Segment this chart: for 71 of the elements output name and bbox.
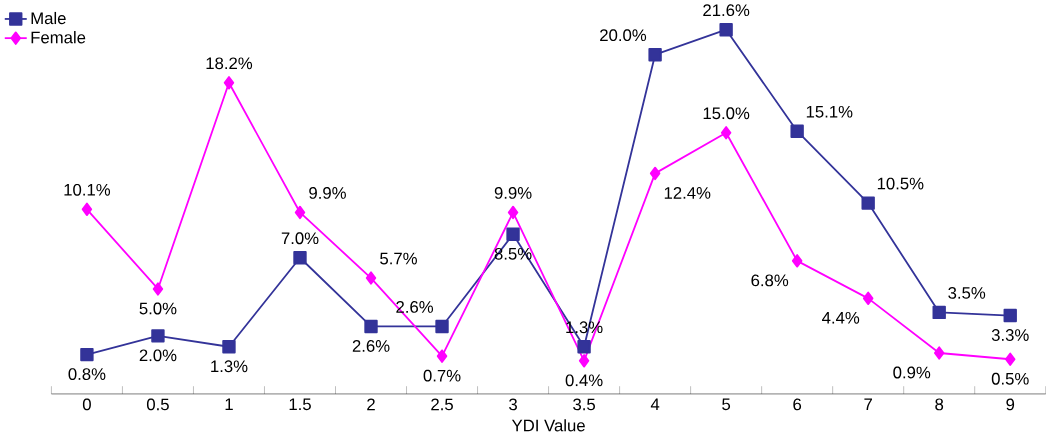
point bbox=[222, 340, 236, 354]
x-tick-label: 8 bbox=[935, 398, 944, 411]
data-label: 10.1% bbox=[64, 184, 111, 196]
data-label: 0.5% bbox=[991, 372, 1029, 385]
point bbox=[649, 166, 661, 181]
legend-label: Female bbox=[31, 31, 86, 44]
data-label: 3.3% bbox=[991, 329, 1029, 342]
data-label: 4.4% bbox=[822, 312, 860, 324]
x-tick-label: 2.5 bbox=[431, 398, 453, 411]
x-tick-label: 6 bbox=[793, 398, 802, 411]
data-label: 9.9% bbox=[309, 187, 346, 199]
point bbox=[932, 305, 946, 320]
x-tick-label: 1.5 bbox=[289, 398, 311, 411]
data-label: 0.9% bbox=[893, 366, 931, 379]
data-label: 9.9% bbox=[494, 187, 532, 199]
x-tick-label: 2 bbox=[367, 398, 375, 411]
data-label: 0.4% bbox=[565, 374, 603, 387]
x-tick-label: 3 bbox=[509, 398, 517, 411]
point bbox=[933, 346, 945, 360]
point bbox=[1004, 352, 1016, 367]
data-label: 0.7% bbox=[423, 369, 461, 382]
point bbox=[790, 124, 804, 139]
data-label: 3.5% bbox=[948, 287, 986, 299]
x-tick-label: 5 bbox=[722, 398, 731, 411]
data-label: 21.6% bbox=[703, 4, 750, 17]
x-tick-label: 9 bbox=[1006, 398, 1015, 411]
point bbox=[720, 126, 732, 140]
point bbox=[577, 340, 591, 354]
data-label: 15.0% bbox=[703, 107, 750, 120]
x-tick-label: 7 bbox=[864, 398, 872, 411]
data-label: 1.3% bbox=[211, 360, 248, 373]
point bbox=[294, 205, 306, 220]
point bbox=[80, 348, 94, 362]
x-axis-title: YDI Value bbox=[511, 419, 585, 432]
point bbox=[719, 23, 733, 37]
point bbox=[861, 196, 875, 210]
point bbox=[862, 291, 874, 306]
point bbox=[648, 48, 662, 62]
point bbox=[1003, 308, 1017, 323]
data-label: 5.0% bbox=[139, 302, 177, 315]
data-label: 12.4% bbox=[664, 187, 711, 199]
x-tick-label: 4 bbox=[650, 398, 660, 411]
point bbox=[791, 254, 803, 268]
data-label: 18.2% bbox=[206, 57, 253, 70]
legend-label: Male bbox=[31, 12, 66, 25]
data-label: 2.0% bbox=[139, 349, 177, 362]
point bbox=[81, 202, 93, 217]
point bbox=[364, 319, 378, 334]
data-label: 20.0% bbox=[600, 29, 647, 42]
x-tick-label: 0 bbox=[82, 398, 91, 411]
point bbox=[152, 282, 164, 296]
data-label: 7.0% bbox=[281, 232, 319, 245]
point bbox=[293, 251, 307, 265]
data-label: 2.6% bbox=[396, 301, 434, 314]
data-label: 2.6% bbox=[352, 340, 390, 353]
point bbox=[436, 349, 448, 363]
data-label: 0.8% bbox=[68, 368, 106, 381]
data-label: 5.7% bbox=[380, 252, 417, 265]
x-tick-label: 1 bbox=[225, 398, 233, 411]
point bbox=[365, 271, 377, 285]
point bbox=[435, 319, 449, 334]
point bbox=[506, 227, 520, 242]
x-tick-label: 3.5 bbox=[573, 398, 595, 411]
data-label: 6.8% bbox=[751, 274, 789, 287]
point bbox=[578, 354, 590, 368]
data-label: 10.5% bbox=[877, 177, 924, 190]
data-label: 15.1% bbox=[806, 106, 853, 118]
point bbox=[151, 329, 165, 343]
point bbox=[507, 205, 519, 220]
x-tick-label: 0.5 bbox=[146, 398, 169, 411]
point bbox=[223, 76, 235, 90]
